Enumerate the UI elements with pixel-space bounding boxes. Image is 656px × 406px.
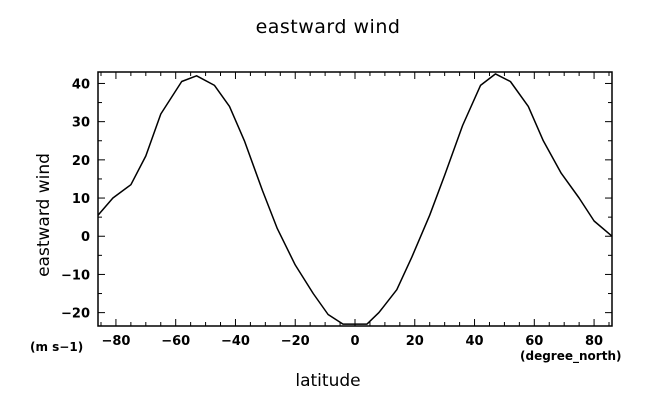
x-tick-label: −80 bbox=[101, 334, 130, 349]
x-tick-label: −20 bbox=[281, 334, 310, 349]
plot-frame bbox=[97, 71, 613, 327]
y-axis-ticks: −20 −10 0 10 20 30 40 bbox=[61, 77, 612, 322]
x-axis-unit: (degree_north) bbox=[520, 349, 622, 363]
x-tick-label: −40 bbox=[221, 334, 250, 349]
x-axis-ticks: −80 −60 −40 −20 0 20 40 60 80 bbox=[100, 72, 610, 349]
y-axis-unit: (m s−1) bbox=[30, 340, 84, 354]
y-axis-label: eastward wind bbox=[34, 153, 54, 277]
x-tick-label: −60 bbox=[161, 334, 190, 349]
y-tick-label: 30 bbox=[72, 116, 90, 131]
x-tick-label: 0 bbox=[350, 334, 359, 349]
x-axis-label: latitude bbox=[295, 371, 361, 391]
y-tick-label: −10 bbox=[61, 268, 90, 283]
chart-title: eastward wind bbox=[255, 16, 401, 38]
y-tick-label: 10 bbox=[72, 192, 90, 207]
y-tick-label: 20 bbox=[72, 154, 90, 169]
y-tick-label: 0 bbox=[81, 230, 90, 245]
x-tick-label: 40 bbox=[465, 334, 483, 349]
series-line-eastward-wind bbox=[97, 73, 613, 325]
x-tick-label: 80 bbox=[585, 334, 603, 349]
x-tick-label: 60 bbox=[525, 334, 543, 349]
y-tick-label: 40 bbox=[72, 77, 90, 92]
x-tick-label: 20 bbox=[406, 334, 424, 349]
y-tick-label: −20 bbox=[61, 307, 90, 322]
